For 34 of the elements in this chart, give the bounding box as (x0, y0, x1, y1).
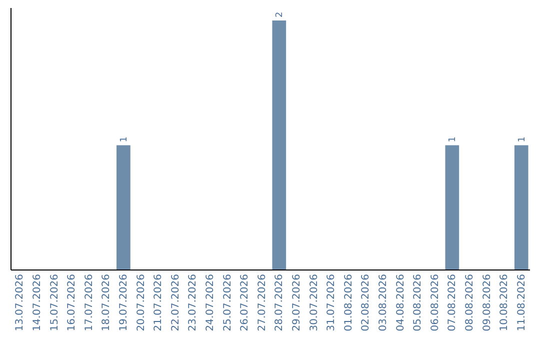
x-tick-label: 08.08.2026 (464, 274, 476, 332)
x-tick-label: 23.07.2026 (188, 274, 199, 332)
x-tick-label: 10.08.2026 (499, 274, 510, 332)
x-tick-label: 29.07.2026 (291, 274, 302, 332)
data-label: 1 (119, 136, 130, 142)
x-tick-label: 31.07.2026 (326, 274, 338, 332)
data-label: 1 (448, 136, 458, 142)
x-tick-label: 25.07.2026 (222, 274, 234, 332)
x-tick-label: 14.07.2026 (32, 274, 43, 332)
x-tick-label: 28.07.2026 (274, 274, 286, 332)
x-tick-label: 11.08.2026 (516, 274, 528, 332)
x-tick-label: 22.07.2026 (170, 274, 182, 332)
x-tick-label: 24.07.2026 (204, 274, 216, 332)
x-tick-label: 13.07.2026 (14, 274, 26, 332)
x-tick-label: 05.08.2026 (412, 274, 424, 332)
x-tick-label: 01.08.2026 (343, 274, 354, 332)
x-tick-label: 06.08.2026 (430, 274, 441, 332)
x-tick-label: 07.08.2026 (447, 274, 458, 332)
data-label: 2 (275, 12, 286, 18)
x-tick-label: 20.07.2026 (136, 274, 147, 332)
x-tick-label: 17.07.2026 (84, 274, 95, 332)
x-tick-label: 04.08.2026 (395, 274, 406, 332)
x-tick-label: 26.07.2026 (240, 274, 251, 332)
x-tick-label: 02.08.2026 (360, 274, 372, 332)
x-tick-label: 03.08.2026 (378, 274, 389, 332)
x-tick-label: 19.07.2026 (118, 274, 130, 332)
x-tick-label: 18.07.2026 (101, 274, 112, 332)
x-tick-label: 15.07.2026 (49, 274, 60, 332)
data-label: 1 (517, 136, 528, 142)
x-tick-label: 09.08.2026 (482, 274, 493, 332)
x-tick-label: 30.07.2026 (308, 274, 320, 332)
x-tick-label: 21.07.2026 (153, 274, 164, 332)
x-tick-label: 16.07.2026 (66, 274, 78, 332)
x-tick-label: 27.07.2026 (256, 274, 268, 332)
